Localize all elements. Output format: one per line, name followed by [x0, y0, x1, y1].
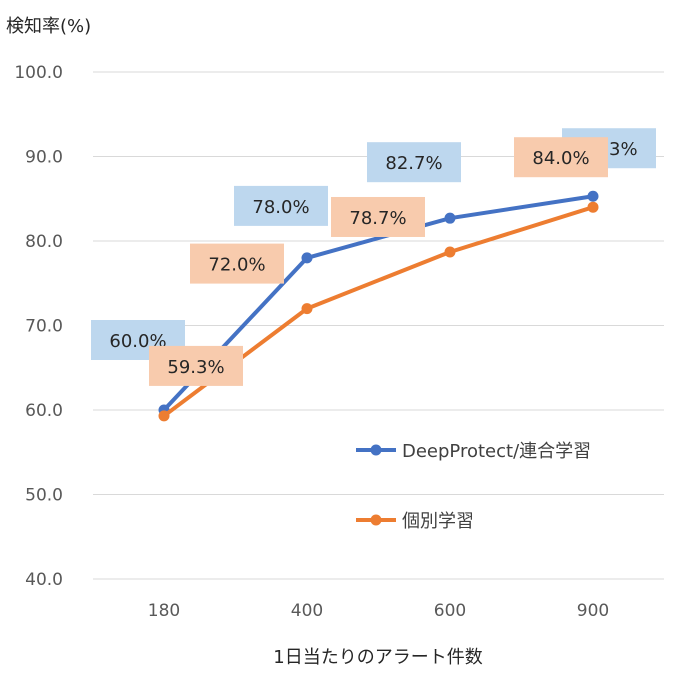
data-label: 82.7%	[385, 153, 442, 174]
x-tick-label: 400	[291, 601, 323, 621]
x-tick-label: 600	[434, 601, 466, 621]
data-point	[587, 190, 599, 202]
data-label-box	[367, 142, 461, 183]
y-axis-title: 検知率(%)	[6, 16, 91, 37]
legend-label: 個別学習	[402, 511, 474, 532]
data-label-box	[331, 196, 425, 237]
data-label-box	[149, 345, 243, 386]
legend-label: DeepProtect/連合学習	[402, 441, 591, 462]
data-label-box	[514, 137, 608, 178]
series-line-1	[162, 194, 595, 412]
y-tick-label: 80.0	[25, 232, 63, 252]
data-label-box	[190, 243, 284, 284]
data-label: 59.3%	[167, 357, 224, 378]
data-point	[587, 201, 599, 213]
y-tick-label: 70.0	[25, 317, 63, 337]
data-label: 78.7%	[349, 208, 406, 229]
x-tick-label: 900	[577, 601, 609, 621]
y-tick-label: 90.0	[25, 148, 63, 168]
x-axis-title: 1日当たりのアラート件数	[273, 647, 482, 668]
data-label-box	[234, 185, 328, 226]
x-axis-ticks: 180 400 600 900	[148, 601, 609, 621]
data-point	[444, 212, 456, 224]
data-label: 84.0%	[532, 148, 589, 169]
y-axis-ticks: 40.0 50.0 60.0 70.0 80.0 90.0 100.0	[14, 63, 63, 590]
legend-swatch-marker	[370, 514, 382, 526]
data-point	[301, 303, 313, 315]
data-point	[444, 246, 456, 258]
y-tick-label: 40.0	[25, 570, 63, 590]
legend-swatch-marker	[370, 444, 382, 456]
y-tick-label: 100.0	[14, 63, 63, 83]
data-point	[301, 252, 313, 264]
x-tick-label: 180	[148, 601, 180, 621]
data-label: 78.0%	[252, 197, 309, 218]
data-label: 72.0%	[208, 255, 265, 276]
data-labels: 60.0%78.0%82.7%85.3%59.3%72.0%78.7%84.0%	[91, 128, 656, 386]
y-tick-label: 60.0	[25, 401, 63, 421]
y-tick-label: 50.0	[25, 486, 63, 506]
data-point	[158, 410, 170, 422]
